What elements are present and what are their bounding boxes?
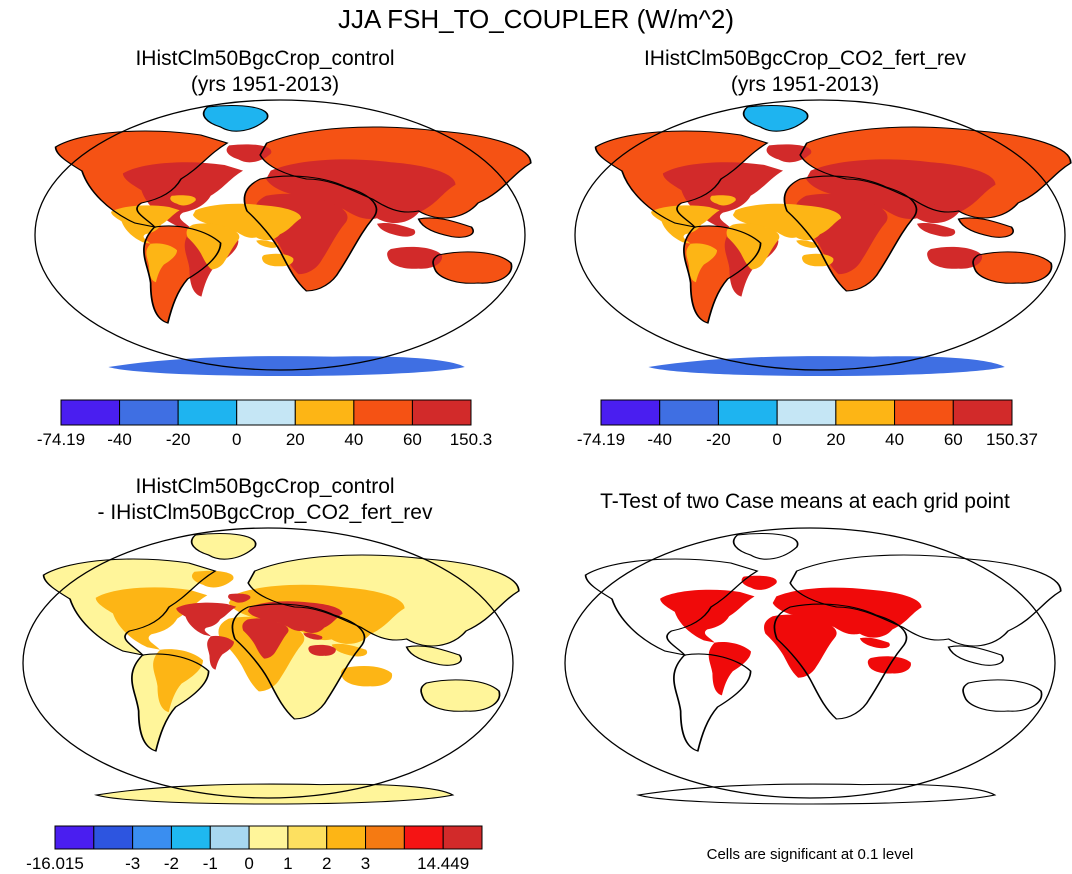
- colorbar-tick-label: -16.015: [26, 854, 84, 873]
- map-boundary: [564, 527, 1056, 799]
- map-control: [34, 99, 532, 376]
- map-boundary: [574, 99, 1066, 371]
- colorbar-tick-label: -40: [107, 430, 132, 449]
- panel-title-line1: T-Test of two Case means at each grid po…: [600, 490, 1010, 513]
- colorbar-tick-label: -1: [203, 854, 218, 873]
- panel-title-difference: IHistClm50BgcCrop_control - IHistClm50Bg…: [40, 474, 490, 526]
- colorbar-swatch: [119, 399, 179, 426]
- colorbar-swatch: [287, 825, 328, 850]
- map-co2-fert-rev: [574, 99, 1072, 376]
- colorbar-tick-label: -3: [125, 854, 140, 873]
- colorbar-swatch: [236, 399, 296, 426]
- panel-title-line1: IHistClm50BgcCrop_control: [135, 475, 395, 498]
- colorbar-tick-label: 150.37: [986, 430, 1038, 449]
- colorbar-swatch: [209, 825, 250, 850]
- figure-title: JJA FSH_TO_COUPLER (W/m^2): [337, 4, 734, 34]
- colorbar-swatch: [600, 399, 661, 426]
- colorbar-swatch: [894, 399, 954, 426]
- colorbar-tick-label: -74.19: [577, 430, 625, 449]
- antarctica: [108, 356, 465, 376]
- panel-title-line2: - IHistClm50BgcCrop_CO2_fert_rev: [97, 501, 433, 524]
- map-boundary: [22, 527, 514, 799]
- colorbar-swatch: [952, 399, 1013, 426]
- panel-title-co2-fert-rev: IHistClm50BgcCrop_CO2_fert_rev (yrs 1951…: [600, 46, 1010, 98]
- colorbar-tick-label: 0: [772, 430, 781, 449]
- colorbar-swatch: [776, 399, 837, 426]
- colorbar-swatch: [170, 825, 211, 850]
- colorbar-tick-label: -20: [166, 430, 191, 449]
- colorbar-tick-label: -74.19: [37, 430, 85, 449]
- colorbar-swatch: [60, 399, 121, 426]
- colorbar-difference: -16.015 -3 -2 -1 0 1 2 3 14.449: [26, 825, 483, 873]
- colorbar-swatch: [442, 825, 483, 850]
- map-ttest: [564, 527, 1062, 805]
- panel-title-line2: (yrs 1951-2013): [190, 73, 340, 96]
- colorbar-swatch: [403, 825, 444, 850]
- colorbar-tick-label: 14.449: [417, 854, 469, 873]
- panel-title-control: IHistClm50BgcCrop_control (yrs 1951-2013…: [60, 46, 470, 98]
- panel-title-line1: IHistClm50BgcCrop_CO2_fert_rev: [643, 47, 967, 70]
- colorbar-swatch: [93, 825, 134, 850]
- colorbar-swatch: [411, 399, 472, 426]
- panel-title-line2: (yrs 1951-2013): [730, 73, 880, 96]
- colorbar-tick-label: 60: [944, 430, 963, 449]
- map-difference: [22, 527, 520, 805]
- colorbar-control: -74.19 -40 -20 0 20 40 60 150.3: [37, 399, 493, 449]
- colorbar-tick-label: 2: [322, 854, 331, 873]
- colorbar-tick-label: 20: [826, 430, 845, 449]
- colorbar-swatch: [248, 825, 289, 850]
- colorbar-tick-label: 150.3: [450, 430, 493, 449]
- colorbar-tick-label: 1: [283, 854, 292, 873]
- panel-title-ttest: T-Test of two Case means at each grid po…: [545, 489, 1065, 515]
- colorbar-swatch: [294, 399, 355, 426]
- colorbar-swatch: [54, 825, 95, 850]
- colorbar-tick-label: 20: [286, 430, 305, 449]
- map-boundary: [34, 99, 526, 371]
- colorbar-swatch: [353, 399, 413, 426]
- colorbar-swatch: [132, 825, 172, 850]
- colorbar-tick-label: 40: [344, 430, 363, 449]
- colorbar-tick-label: 60: [403, 430, 422, 449]
- colorbar-swatch: [717, 399, 778, 426]
- panel-title-line1: IHistClm50BgcCrop_control: [135, 47, 395, 70]
- significance-note: Cells are significant at 0.1 level: [706, 846, 914, 863]
- colorbar-tick-label: 40: [885, 430, 904, 449]
- colorbar-tick-label: -2: [164, 854, 179, 873]
- colorbar-tick-label: 0: [232, 430, 241, 449]
- colorbar-co2-fert-rev: -74.19 -40 -20 0 20 40 60 150.37: [577, 399, 1038, 449]
- colorbar-tick-label: -20: [706, 430, 731, 449]
- colorbar-tick-label: -40: [647, 430, 672, 449]
- colorbar-tick-label: 3: [361, 854, 370, 873]
- colorbar-tick-label: 0: [244, 854, 253, 873]
- colorbar-swatch: [177, 399, 238, 426]
- colorbar-swatch: [326, 825, 367, 850]
- colorbar-swatch: [365, 825, 405, 850]
- colorbar-swatch: [659, 399, 719, 426]
- colorbar-swatch: [835, 399, 896, 426]
